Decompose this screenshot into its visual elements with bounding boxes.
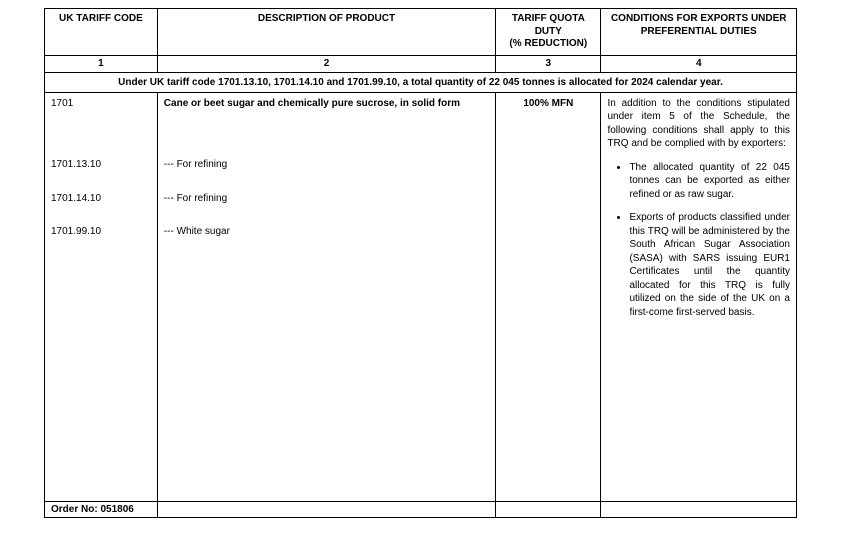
tariff-code-cell: 1701 1701.13.10 1701.14.10 1701.99.10 [45,92,158,501]
condition-item: The allocated quantity of 22 045 tonnes … [629,161,790,202]
tariff-code: 1701 [51,97,151,111]
order-empty-cell [601,501,797,517]
order-number: Order No: 051806 [45,501,158,517]
allocation-note: Under UK tariff code 1701.13.10, 1701.14… [45,72,797,92]
product-description: --- White sugar [164,225,489,239]
order-empty-cell [157,501,495,517]
conditions-lead-text: In addition to the conditions stipulated… [607,97,790,151]
colnum-3: 3 [496,55,601,72]
product-description: --- For refining [164,192,489,206]
header-duty-line2: (% REDUCTION) [509,38,587,49]
product-description: Cane or beet sugar and chemically pure s… [164,97,489,111]
header-conditions: CONDITIONS FOR EXPORTS UNDER PREFERENTIA… [601,9,797,56]
header-description: DESCRIPTION OF PRODUCT [157,9,495,56]
tariff-table: UK TARIFF CODE DESCRIPTION OF PRODUCT TA… [44,8,797,518]
colnum-2: 2 [157,55,495,72]
order-empty-cell [496,501,601,517]
allocation-row: Under UK tariff code 1701.13.10, 1701.14… [45,72,797,92]
tariff-schedule-page: UK TARIFF CODE DESCRIPTION OF PRODUCT TA… [0,0,841,534]
header-duty-line1: TARIFF QUOTA DUTY [512,13,585,37]
column-number-row: 1 2 3 4 [45,55,797,72]
colnum-4: 4 [601,55,797,72]
header-duty: TARIFF QUOTA DUTY (% REDUCTION) [496,9,601,56]
tariff-code: 1701.14.10 [51,192,151,206]
colnum-1: 1 [45,55,158,72]
order-row: Order No: 051806 [45,501,797,517]
duty-cell: 100% MFN [496,92,601,501]
condition-item: Exports of products classified under thi… [629,211,790,319]
tariff-code: 1701.99.10 [51,225,151,239]
header-row: UK TARIFF CODE DESCRIPTION OF PRODUCT TA… [45,9,797,56]
conditions-list: The allocated quantity of 22 045 tonnes … [607,161,790,320]
tariff-code: 1701.13.10 [51,158,151,172]
description-cell: Cane or beet sugar and chemically pure s… [157,92,495,501]
body-row: 1701 1701.13.10 1701.14.10 1701.99.10 Ca… [45,92,797,501]
header-tariff-code: UK TARIFF CODE [45,9,158,56]
product-description: --- For refining [164,158,489,172]
conditions-cell: In addition to the conditions stipulated… [601,92,797,501]
